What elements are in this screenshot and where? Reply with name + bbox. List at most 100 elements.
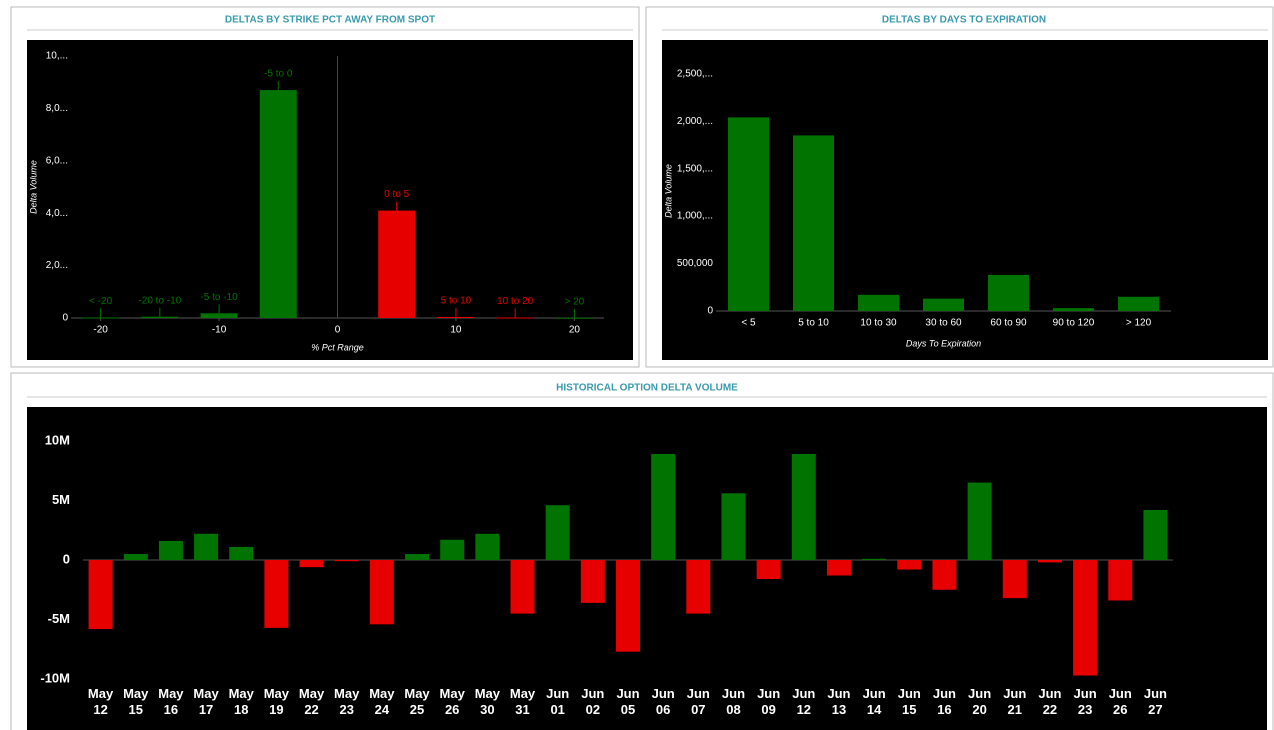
bar xyxy=(200,313,238,318)
x-tick-label: Jun 22 xyxy=(1038,686,1062,717)
y-axis-label: Delta Volume xyxy=(28,160,38,214)
y-tick-label: 6,0... xyxy=(46,155,68,166)
bar xyxy=(1002,560,1027,599)
bar xyxy=(1037,560,1062,563)
x-tick-label: > 120 xyxy=(1126,318,1152,329)
x-tick-label: Jun 23 xyxy=(1073,686,1097,717)
x-tick-label: May 18 xyxy=(228,686,254,717)
bar-label: 0 to 5 xyxy=(384,189,409,200)
x-tick-label: May 12 xyxy=(87,686,114,717)
x-tick-label: Jun 12 xyxy=(792,686,816,717)
y-tick-label: 0 xyxy=(707,306,713,317)
bar xyxy=(194,533,219,560)
bar xyxy=(259,90,297,318)
y-tick-label: -5M xyxy=(48,611,70,626)
bar xyxy=(88,560,113,630)
y-tick-label: 1,000,... xyxy=(677,211,713,222)
bar xyxy=(437,316,475,318)
bar-label: -5 to -10 xyxy=(200,292,238,303)
x-tick-label: 90 to 120 xyxy=(1053,318,1095,329)
bar xyxy=(123,554,148,560)
bar xyxy=(858,294,899,311)
x-tick-label: 30 to 60 xyxy=(925,318,962,329)
x-tick-label: May 23 xyxy=(334,686,360,717)
x-tick-label: 60 to 90 xyxy=(990,318,1027,329)
x-tick-label: May 22 xyxy=(298,686,325,717)
x-tick-label: Jun 05 xyxy=(616,686,640,717)
bar xyxy=(440,539,465,560)
x-tick-label: -20 xyxy=(93,325,108,336)
x-tick-label: Jun 14 xyxy=(862,686,886,717)
x-tick-label: 5 to 10 xyxy=(798,318,829,329)
bar xyxy=(1108,560,1133,601)
x-tick-label: May 26 xyxy=(439,686,465,717)
x-tick-label: 20 xyxy=(569,325,581,336)
y-tick-label: 2,000,... xyxy=(677,116,713,127)
bar-label: -20 to -10 xyxy=(138,295,181,306)
bar xyxy=(1073,560,1098,676)
bar xyxy=(229,546,254,560)
y-axis-label: Delta Volume xyxy=(663,164,673,218)
bar xyxy=(988,274,1029,311)
plot-background xyxy=(27,407,1267,730)
bar xyxy=(369,560,394,625)
y-tick-label: -10M xyxy=(40,671,70,686)
bar-label: 5 to 10 xyxy=(441,296,472,307)
bar xyxy=(728,117,769,311)
x-tick-label: Jun 06 xyxy=(651,686,675,717)
y-tick-label: 0 xyxy=(63,551,70,566)
x-tick-label: -10 xyxy=(212,325,227,336)
x-tick-label: Jun 15 xyxy=(897,686,921,717)
bar xyxy=(793,135,834,311)
bar xyxy=(405,554,430,560)
x-tick-label: May 19 xyxy=(263,686,290,717)
x-tick-label: Jun 20 xyxy=(968,686,992,717)
bar xyxy=(496,317,534,319)
bar-label: -5 to 0 xyxy=(264,69,293,80)
y-tick-label: 4,0... xyxy=(46,208,68,219)
x-axis-label: Days To Expiration xyxy=(906,338,981,348)
plot-background xyxy=(27,40,633,360)
x-tick-label: Jun 27 xyxy=(1143,686,1167,717)
chart-title: DELTAS BY STRIKE PCT AWAY FROM SPOT xyxy=(225,15,435,26)
bar xyxy=(475,533,500,560)
x-tick-label: 0 xyxy=(335,325,341,336)
x-tick-label: Jun 13 xyxy=(827,686,851,717)
y-tick-label: 2,0... xyxy=(46,260,68,271)
bar xyxy=(862,558,887,560)
x-tick-label: Jun 21 xyxy=(1003,686,1027,717)
bar-label: < -20 xyxy=(89,296,113,307)
bar xyxy=(756,560,781,580)
y-tick-label: 0 xyxy=(62,313,68,324)
bar xyxy=(923,298,964,311)
x-tick-label: Jun 07 xyxy=(686,686,710,717)
bar xyxy=(158,540,183,560)
bar xyxy=(791,454,816,560)
x-axis-label: % Pct Range xyxy=(311,342,364,352)
y-tick-label: 8,0... xyxy=(46,103,68,114)
bar xyxy=(580,560,605,603)
bar xyxy=(616,560,640,652)
bar xyxy=(651,454,676,560)
bar xyxy=(721,493,746,560)
bar xyxy=(82,317,120,319)
bar xyxy=(555,317,593,319)
y-tick-label: 500,000 xyxy=(677,258,714,269)
bar xyxy=(141,316,179,318)
bar xyxy=(1053,308,1094,311)
bar-label: > 20 xyxy=(565,296,585,307)
chart-title: HISTORICAL OPTION DELTA VOLUME xyxy=(556,383,738,394)
x-tick-label: Jun 09 xyxy=(757,686,781,717)
x-tick-label: Jun 16 xyxy=(932,686,956,717)
bar xyxy=(897,560,922,570)
x-tick-label: Jun 26 xyxy=(1108,686,1132,717)
y-tick-label: 10,... xyxy=(46,51,68,62)
bar xyxy=(510,560,535,614)
bar xyxy=(686,560,711,614)
x-tick-label: May 15 xyxy=(123,686,149,717)
bar xyxy=(378,210,416,318)
y-tick-label: 10M xyxy=(45,432,70,447)
chart-title: DELTAS BY DAYS TO EXPIRATION xyxy=(882,15,1046,26)
